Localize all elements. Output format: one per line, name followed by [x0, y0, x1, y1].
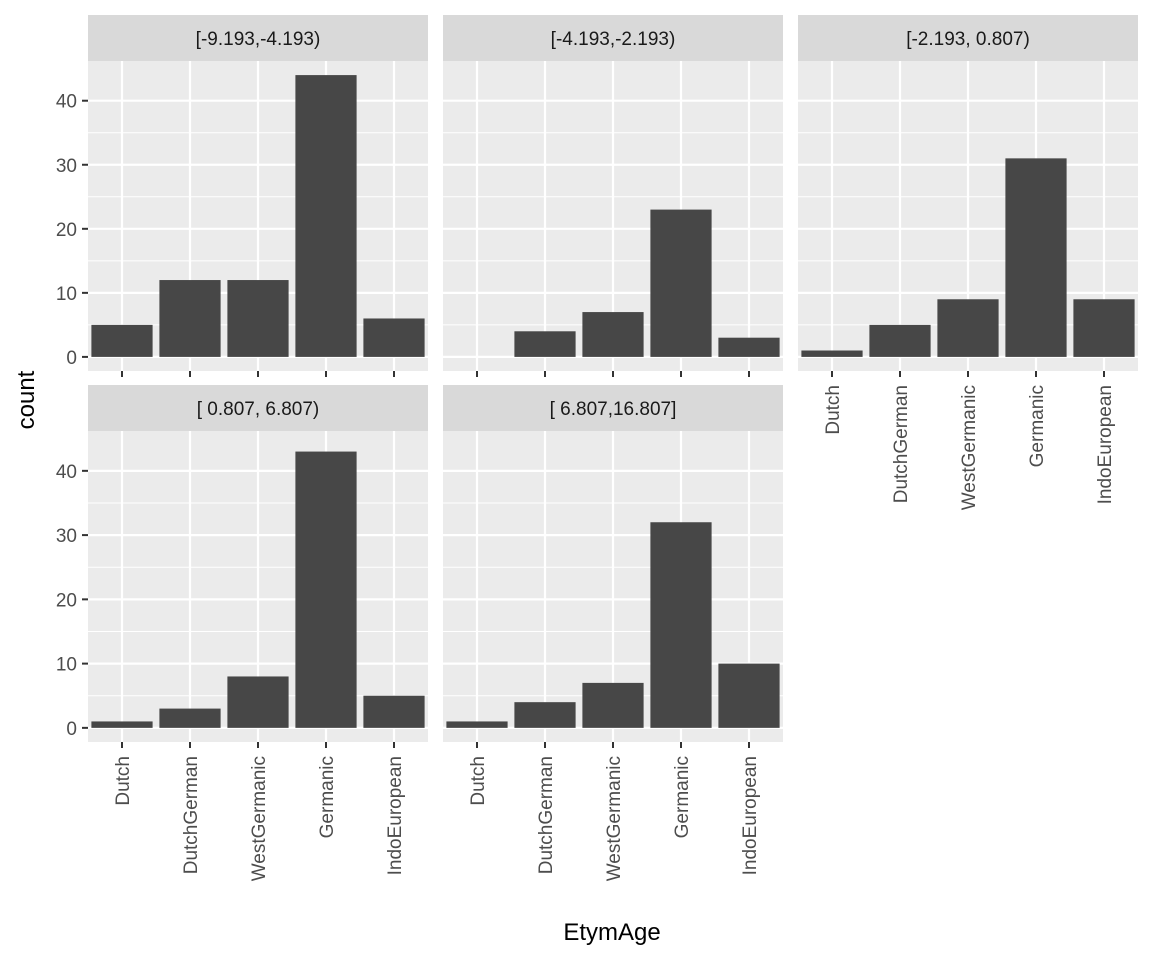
bar — [159, 280, 221, 357]
bar — [937, 299, 999, 357]
facet-strip-label: [-2.193, 0.807) — [906, 29, 1030, 50]
x-tick-label: WestGermanic — [959, 385, 980, 510]
bar — [582, 682, 644, 728]
bar — [91, 721, 153, 728]
bar — [446, 721, 508, 728]
facet-panel: [-9.193,-4.193) 0 10 20 30 40 — [56, 15, 428, 377]
bar — [650, 209, 712, 357]
x-tick-label: Dutch — [823, 385, 844, 435]
bar — [801, 350, 863, 357]
x-tick-label: Germanic — [317, 756, 338, 838]
bar — [159, 708, 221, 728]
x-tick-label: Germanic — [1027, 385, 1048, 467]
y-tick-label: 30 — [56, 156, 77, 177]
y-tick-label: 10 — [56, 655, 77, 676]
y-tick-label: 40 — [56, 462, 77, 483]
bar — [363, 318, 425, 357]
y-axis-title: count — [13, 370, 40, 429]
x-tick-label: IndoEuropean — [385, 756, 406, 875]
x-tick-label: Dutch — [113, 756, 134, 806]
x-tick-label: DutchGerman — [891, 385, 912, 503]
facet-strip — [798, 15, 1138, 61]
x-tick-label: IndoEuropean — [740, 756, 761, 875]
facet-strip — [88, 15, 428, 61]
bar — [363, 695, 425, 728]
facet-panel: [ 0.807, 6.807) 0 10 20 30 40 Dutch DutchGerman… — [56, 385, 428, 881]
x-tick-label: Germanic — [672, 756, 693, 838]
facet-strip-label: [ 6.807,16.807] — [550, 399, 677, 420]
bar — [227, 280, 289, 357]
bar — [650, 522, 712, 728]
facet-strip — [443, 15, 783, 61]
facet-panel: [ 6.807,16.807] Dutch DutchGerman WestGerma… — [443, 385, 783, 881]
bar — [582, 312, 644, 357]
facet-strip-label: [-9.193,-4.193) — [196, 29, 321, 50]
y-tick-label: 40 — [56, 92, 77, 113]
y-tick-label: 30 — [56, 526, 77, 547]
y-tick-label: 0 — [66, 348, 77, 369]
x-tick-label: WestGermanic — [249, 756, 270, 881]
bar — [718, 663, 780, 728]
y-tick-label: 20 — [56, 220, 77, 241]
bar — [869, 324, 931, 357]
bar — [718, 337, 780, 357]
bar — [1005, 158, 1067, 357]
facet-panel: [-4.193,-2.193) — [443, 15, 783, 377]
facet-strip — [88, 385, 428, 431]
facet-panels: [-9.193,-4.193) 0 10 20 30 40 [-4.193,-2.193) [… — [56, 15, 1138, 881]
facet-strip — [443, 385, 783, 431]
facet-strip-label: [ 0.807, 6.807) — [197, 399, 320, 420]
y-tick-label: 10 — [56, 284, 77, 305]
facet-strip-label: [-4.193,-2.193) — [551, 29, 676, 50]
bar — [295, 451, 357, 728]
bar — [91, 324, 153, 357]
bar — [514, 331, 576, 357]
bar — [1073, 299, 1135, 357]
x-tick-label: IndoEuropean — [1095, 385, 1116, 504]
y-tick-label: 20 — [56, 590, 77, 611]
x-tick-label: WestGermanic — [604, 756, 625, 881]
x-axis-title: EtymAge — [563, 919, 660, 946]
facet-panel: [-2.193, 0.807) Dutch DutchGerman WestGerma… — [798, 15, 1138, 510]
x-tick-label: DutchGerman — [536, 756, 557, 874]
bar — [514, 702, 576, 728]
bar — [295, 75, 357, 357]
bar — [227, 676, 289, 728]
x-tick-label: Dutch — [468, 756, 489, 806]
y-tick-label: 0 — [66, 719, 77, 740]
x-tick-label: DutchGerman — [181, 756, 202, 874]
